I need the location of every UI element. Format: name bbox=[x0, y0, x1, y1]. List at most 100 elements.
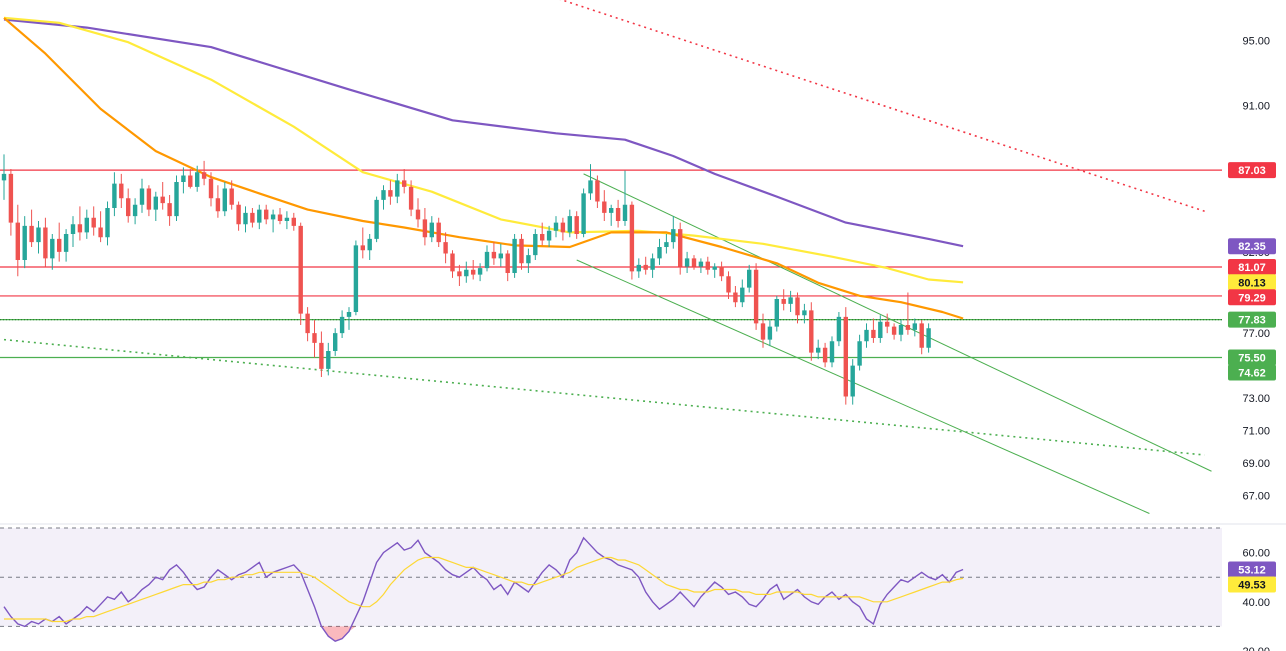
candle bbox=[215, 185, 221, 218]
price-tick-label: 91.00 bbox=[1242, 101, 1270, 113]
candle-body bbox=[132, 204, 138, 217]
oscillator-tag-bg bbox=[1228, 576, 1276, 593]
candle-body bbox=[609, 208, 614, 213]
candle-body bbox=[657, 247, 662, 259]
candle bbox=[671, 216, 676, 249]
candle-body bbox=[650, 258, 655, 270]
candle bbox=[560, 217, 566, 241]
price-panel[interactable] bbox=[0, 0, 1286, 525]
oscillator-tag-bg bbox=[1228, 561, 1276, 578]
candle-body bbox=[809, 310, 814, 353]
oscillator-tick-label: 60.00 bbox=[1242, 548, 1270, 560]
price-axis[interactable]: 95.0091.0082.0077.0073.0071.0069.0067.00… bbox=[1228, 36, 1276, 651]
candle-body bbox=[346, 312, 352, 317]
candle bbox=[491, 242, 497, 265]
price-tag: 79.29 bbox=[1228, 289, 1276, 306]
candle bbox=[408, 180, 414, 217]
candle bbox=[788, 290, 793, 312]
candle bbox=[50, 234, 55, 270]
moving-average-1 bbox=[3, 16, 964, 284]
candle bbox=[353, 240, 359, 316]
price-tag: 80.13 bbox=[1228, 274, 1276, 291]
candle-body bbox=[215, 198, 221, 212]
candle bbox=[795, 292, 800, 324]
candle bbox=[740, 279, 745, 308]
candle-body bbox=[222, 188, 227, 212]
candle-body bbox=[712, 266, 717, 270]
candle-body bbox=[319, 342, 324, 369]
candle bbox=[726, 271, 731, 299]
price-tag: 81.07 bbox=[1228, 258, 1276, 275]
candle bbox=[436, 217, 441, 247]
candle bbox=[236, 201, 241, 231]
candle-body bbox=[891, 326, 897, 335]
candle-body bbox=[139, 188, 145, 205]
candle bbox=[574, 211, 579, 239]
trendline-2 bbox=[583, 173, 1212, 472]
candle bbox=[312, 320, 317, 358]
candle bbox=[719, 261, 724, 282]
price-tag: 74.62 bbox=[1228, 364, 1276, 381]
candle-body bbox=[857, 341, 862, 366]
candle bbox=[664, 234, 669, 254]
candle-body bbox=[1, 173, 7, 181]
candle bbox=[712, 263, 717, 278]
candle bbox=[402, 169, 407, 194]
candle bbox=[339, 310, 345, 338]
candle bbox=[747, 264, 752, 293]
candle-body bbox=[429, 222, 434, 238]
candle bbox=[484, 245, 490, 272]
candle-body bbox=[291, 217, 296, 226]
candle bbox=[8, 169, 14, 236]
candle-body bbox=[774, 299, 779, 327]
candle-body bbox=[243, 212, 248, 225]
candle-body bbox=[422, 219, 428, 238]
candle bbox=[698, 258, 704, 273]
candle bbox=[57, 222, 62, 262]
candle-body bbox=[36, 227, 41, 243]
price-tag-label: 80.13 bbox=[1238, 277, 1266, 289]
candle bbox=[112, 172, 117, 217]
candle-body bbox=[802, 310, 807, 316]
candle bbox=[602, 190, 607, 221]
candle-body bbox=[726, 276, 731, 293]
candle bbox=[843, 307, 848, 405]
candle bbox=[160, 182, 165, 210]
price-tag-label: 81.07 bbox=[1238, 262, 1266, 274]
candle-body bbox=[464, 269, 469, 277]
candle bbox=[678, 222, 683, 275]
candle bbox=[250, 208, 255, 228]
candle-body bbox=[367, 238, 372, 251]
candle-body bbox=[29, 225, 34, 243]
candle bbox=[498, 243, 503, 267]
price-tag-bg bbox=[1228, 289, 1276, 306]
candle bbox=[919, 320, 924, 355]
candle bbox=[305, 307, 310, 342]
oscillator-line-1 bbox=[4, 556, 964, 623]
candle-body bbox=[119, 183, 124, 199]
candle-body bbox=[305, 313, 310, 334]
candle-body bbox=[878, 321, 883, 338]
candle bbox=[885, 313, 890, 334]
candle-body bbox=[747, 269, 752, 288]
candle-body bbox=[760, 323, 766, 340]
oscillator-line-0 bbox=[3, 536, 964, 642]
candle bbox=[684, 251, 690, 273]
candle-body bbox=[146, 188, 152, 210]
candle bbox=[229, 180, 234, 210]
candle-body bbox=[339, 316, 345, 334]
candle-body bbox=[374, 199, 379, 239]
candle bbox=[264, 204, 269, 225]
candle-body bbox=[408, 186, 414, 210]
candle bbox=[526, 248, 531, 273]
candle bbox=[581, 188, 586, 238]
price-tick-label: 71.00 bbox=[1242, 426, 1270, 438]
candle bbox=[450, 250, 455, 278]
oscillator-panel[interactable] bbox=[0, 527, 1222, 642]
candle-body bbox=[333, 333, 338, 351]
candle bbox=[691, 255, 697, 270]
candle-body bbox=[533, 234, 538, 256]
candle-body bbox=[602, 201, 607, 213]
candle bbox=[70, 216, 76, 247]
